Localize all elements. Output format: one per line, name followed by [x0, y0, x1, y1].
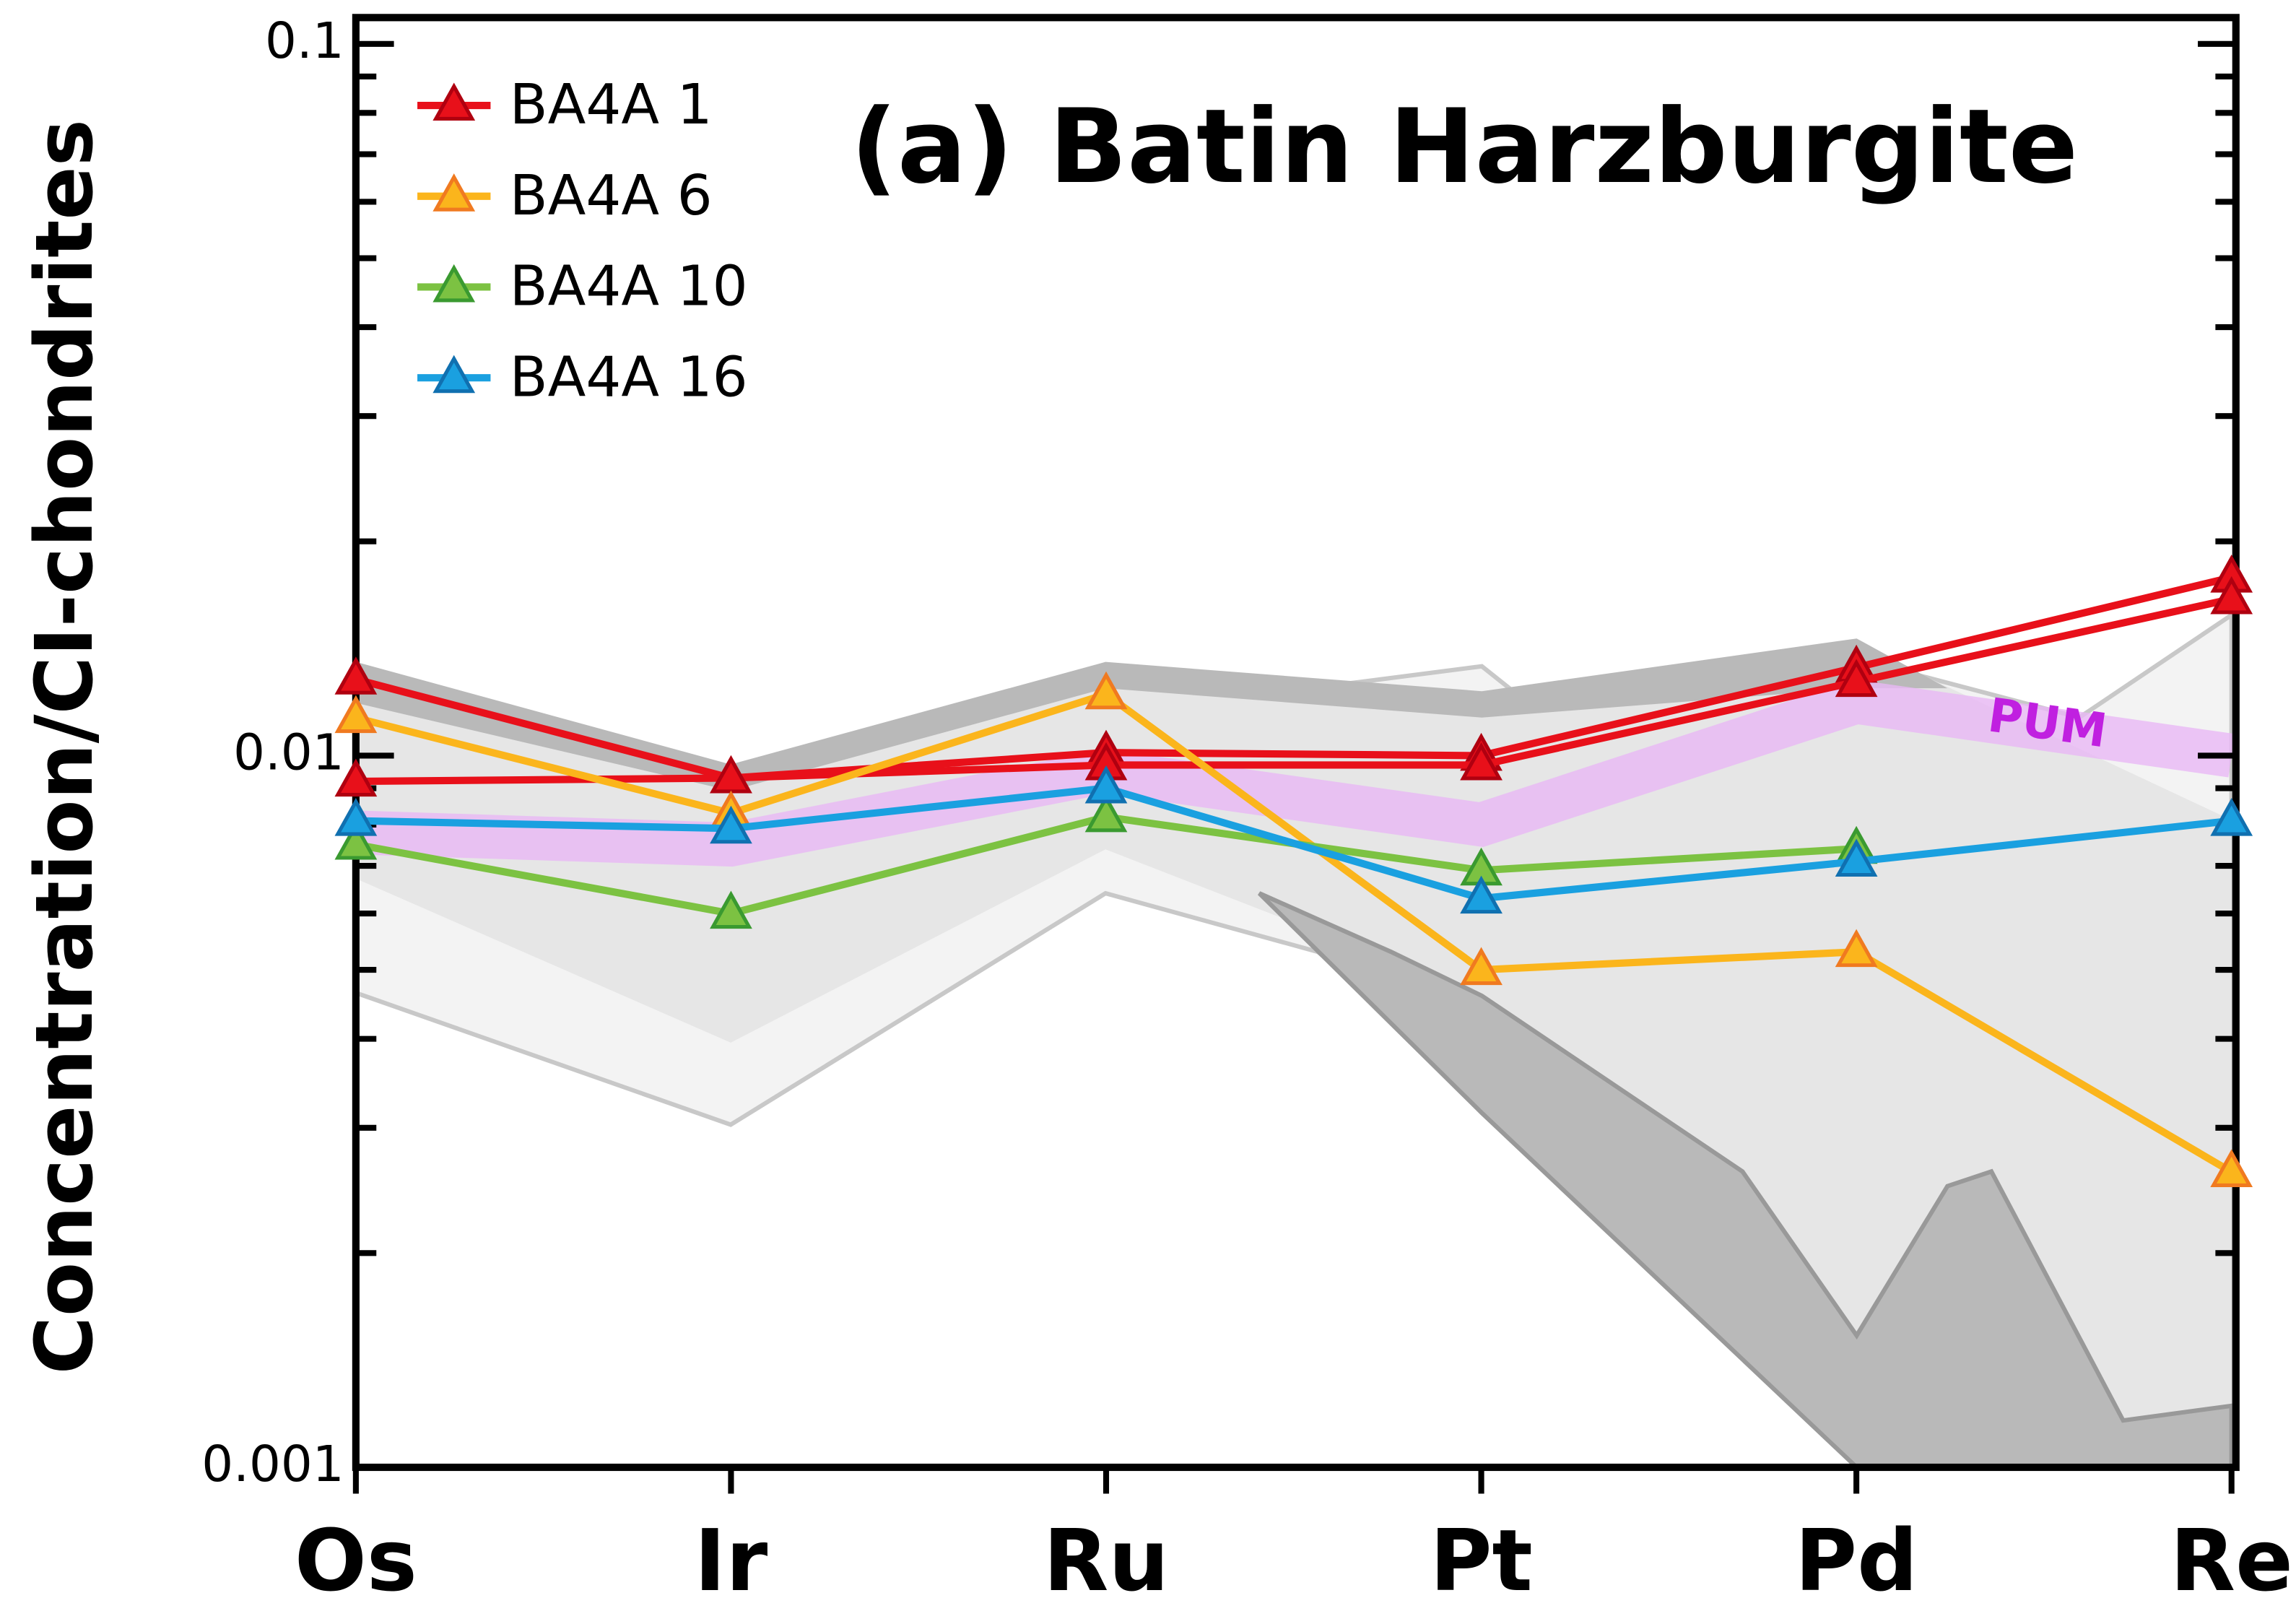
medium-field [355, 644, 2232, 1468]
marker [1460, 875, 1503, 914]
legend-label: BA4A 1 [510, 72, 713, 137]
legend-label: BA4A 10 [510, 254, 748, 319]
legend-label: BA4A 6 [510, 163, 713, 228]
marker [1460, 947, 1503, 986]
marker [1084, 671, 1128, 710]
marker [334, 758, 378, 797]
x-tick-label: Ru [1043, 1511, 1169, 1610]
marker [710, 805, 752, 844]
marker [2210, 576, 2253, 615]
pum-band [355, 679, 2235, 867]
y-tick-label: 0.001 [201, 1436, 344, 1493]
dark-field [355, 638, 1948, 791]
x-tick-label: Pt [1430, 1511, 1532, 1610]
marker [1835, 838, 1878, 877]
y-axis-label: Concentration/CI-chondrites [18, 119, 110, 1374]
series-line [355, 784, 2232, 903]
series-line [355, 573, 2232, 782]
legend-marker [432, 82, 476, 121]
marker [1460, 742, 1503, 781]
x-tick-label: Os [295, 1511, 417, 1610]
marker [334, 798, 378, 836]
marker [334, 822, 378, 860]
marker [2210, 1149, 2253, 1188]
x-tick-label: Re [2170, 1511, 2293, 1610]
plot-frame [352, 14, 2240, 1472]
x-tick-label: Ir [695, 1511, 768, 1610]
legend-marker [432, 264, 476, 303]
series-line [355, 595, 2232, 786]
marker [334, 695, 378, 734]
marker [710, 890, 752, 929]
chart-title: (a) Batin Harzburgite [851, 87, 2078, 207]
legend-marker [432, 173, 476, 212]
legend-label: BA4A 16 [510, 344, 748, 409]
x-tick-label: Pd [1795, 1511, 1918, 1610]
marker [1835, 659, 1878, 698]
legend-marker [432, 355, 476, 394]
marker [1084, 794, 1128, 833]
marker [1084, 765, 1128, 804]
y-tick-label: 0.01 [233, 724, 344, 781]
y-tick-label: 0.1 [265, 12, 344, 70]
marker [1835, 929, 1878, 968]
marker [334, 656, 378, 695]
series-line [355, 690, 2234, 1176]
marker [2210, 798, 2253, 836]
